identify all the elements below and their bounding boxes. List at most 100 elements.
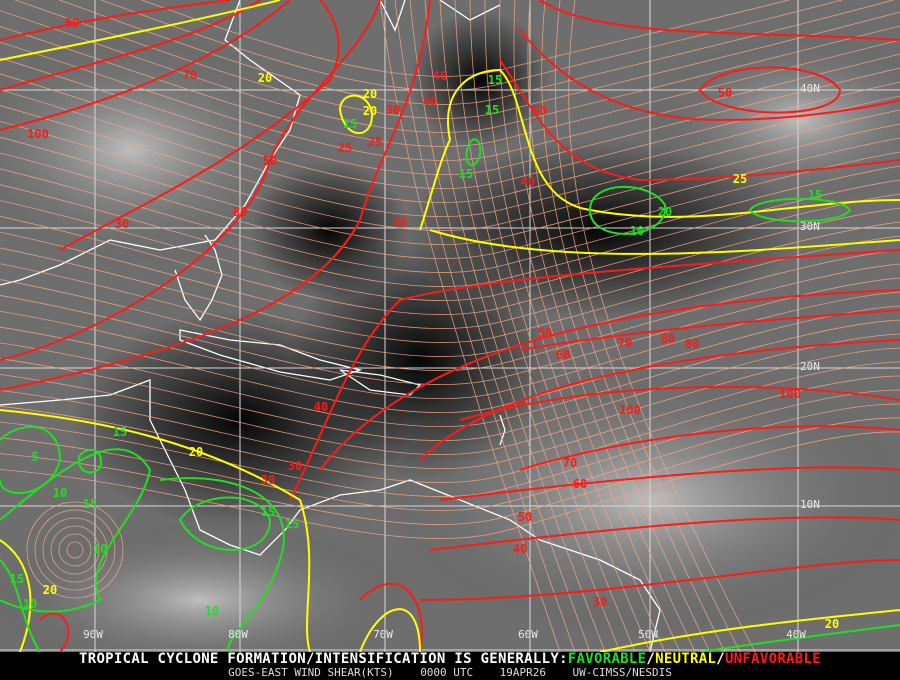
product-name: GOES-EAST WIND SHEAR(KTS) bbox=[228, 666, 394, 679]
contour-line-f bbox=[465, 138, 482, 166]
lat-label: 10N bbox=[800, 498, 820, 511]
streamline bbox=[0, 207, 900, 315]
contour-line-u bbox=[698, 66, 842, 114]
contour-label: 30 bbox=[261, 473, 275, 487]
satellite-map: 90 100 70 80 50 20 40 30 20 15 25 30 40 15 15 30 25 20 15 1… bbox=[0, 0, 900, 652]
streamline bbox=[0, 333, 900, 441]
contour-line-u bbox=[359, 582, 423, 652]
contour-label: 15 bbox=[808, 188, 822, 202]
footer-caption: TROPICAL CYCLONE FORMATION/INTENSIFICATI… bbox=[0, 652, 900, 680]
contour-label: 30 bbox=[593, 595, 607, 609]
streamline-vortex bbox=[50, 525, 100, 575]
contour-label: 60 bbox=[573, 477, 587, 491]
lon-label: 60W bbox=[518, 628, 538, 641]
contour-line-u bbox=[0, 0, 261, 91]
contour-line-u bbox=[39, 612, 70, 652]
streamline bbox=[394, 0, 576, 652]
contour-line-f bbox=[748, 197, 852, 223]
contour-line-u bbox=[539, 0, 900, 41]
contour-line-f bbox=[78, 448, 102, 474]
streamline bbox=[0, 277, 900, 385]
streamline bbox=[0, 165, 900, 273]
contour-label: 20 bbox=[825, 617, 839, 631]
contour-line-u bbox=[519, 29, 900, 122]
contour-line-n bbox=[447, 68, 900, 218]
streamline bbox=[0, 403, 900, 512]
streamline bbox=[0, 319, 900, 427]
streamline-vortex bbox=[34, 509, 116, 591]
contour-line-n bbox=[419, 139, 451, 231]
contour-line-f bbox=[699, 624, 900, 652]
contour-line-n bbox=[0, 0, 281, 61]
streamline bbox=[484, 0, 666, 652]
streamline bbox=[0, 136, 900, 245]
contour-label: 10 bbox=[53, 486, 67, 500]
streamline-vortex bbox=[58, 533, 92, 567]
contour-label: 20 bbox=[363, 87, 377, 101]
streamline bbox=[469, 0, 651, 652]
legend-favorable: FAVORABLE bbox=[567, 651, 647, 667]
contour-line-u bbox=[59, 0, 340, 251]
streamline bbox=[0, 249, 900, 357]
contour-label: 40 bbox=[513, 542, 527, 556]
contour-label: 30 bbox=[386, 103, 400, 117]
contour-line-n bbox=[359, 608, 421, 652]
contour-label: 70 bbox=[563, 456, 577, 470]
streamline bbox=[0, 26, 900, 147]
grid-labels: 90W 80W 70W 60W 50W 40W 40N 30N 20N 10N bbox=[83, 82, 820, 641]
contour-label: 15 bbox=[113, 425, 127, 439]
contour-label: 10 bbox=[23, 597, 37, 611]
contour-line-u bbox=[499, 59, 900, 182]
contour-labels: 90 100 70 80 50 20 40 30 20 15 25 30 40 15 15 30 25 20 15 1… bbox=[10, 16, 839, 631]
separator: / bbox=[716, 651, 725, 667]
streamline bbox=[100, 0, 844, 91]
contour-label: 20 bbox=[258, 71, 272, 85]
streamline bbox=[0, 179, 900, 287]
contour-line-f bbox=[159, 477, 285, 652]
lon-label: 70W bbox=[373, 628, 393, 641]
streamline bbox=[439, 0, 621, 652]
contour-label: 40 bbox=[521, 175, 535, 189]
contour-label: 20 bbox=[189, 445, 203, 459]
contour-label: 60 bbox=[556, 348, 570, 362]
contour-label: 50 bbox=[538, 326, 552, 340]
contour-line-u bbox=[419, 339, 900, 461]
contour-label: 80 bbox=[661, 332, 675, 346]
contour-label: 80 bbox=[233, 205, 247, 219]
lon-label: 40W bbox=[786, 628, 806, 641]
valid-date: 19APR26 bbox=[499, 666, 547, 679]
contour-line-n bbox=[599, 609, 900, 652]
streamline bbox=[0, 105, 900, 217]
streamlines bbox=[0, 0, 900, 652]
lat-label: 20N bbox=[800, 360, 820, 373]
contour-line-n bbox=[0, 409, 311, 652]
contour-line-u bbox=[289, 249, 900, 501]
lon-label: 90W bbox=[83, 628, 103, 641]
contour-label: 20 bbox=[43, 583, 57, 597]
contour-line-u bbox=[519, 309, 900, 351]
contour-label: 20 bbox=[363, 104, 377, 118]
contour-label: 50 bbox=[518, 510, 532, 524]
contour-label: 5 bbox=[31, 450, 38, 464]
streamline bbox=[0, 151, 900, 259]
contour-line-n bbox=[429, 229, 900, 255]
contour-label: 70 bbox=[183, 68, 197, 82]
contour-line-u bbox=[0, 0, 431, 391]
contour-label: 30 bbox=[393, 215, 407, 229]
streamline bbox=[13, 0, 900, 119]
streamline bbox=[0, 235, 900, 343]
contour-label: 10 bbox=[205, 604, 219, 618]
contour-label: 60 bbox=[533, 104, 547, 118]
streamline bbox=[58, 0, 895, 105]
contour-label: 100 bbox=[619, 403, 641, 417]
contour-line-u bbox=[0, 0, 291, 131]
contour-line-u bbox=[419, 559, 900, 601]
lon-label: 80W bbox=[228, 628, 248, 641]
contour-line-u bbox=[429, 516, 900, 551]
contour-label: 15 bbox=[343, 117, 357, 131]
streamline bbox=[0, 389, 900, 498]
contour-label: 10 bbox=[630, 224, 644, 238]
contour-label: 40 bbox=[314, 400, 328, 414]
contour-line-u bbox=[439, 466, 900, 501]
streamline bbox=[568, 0, 756, 652]
